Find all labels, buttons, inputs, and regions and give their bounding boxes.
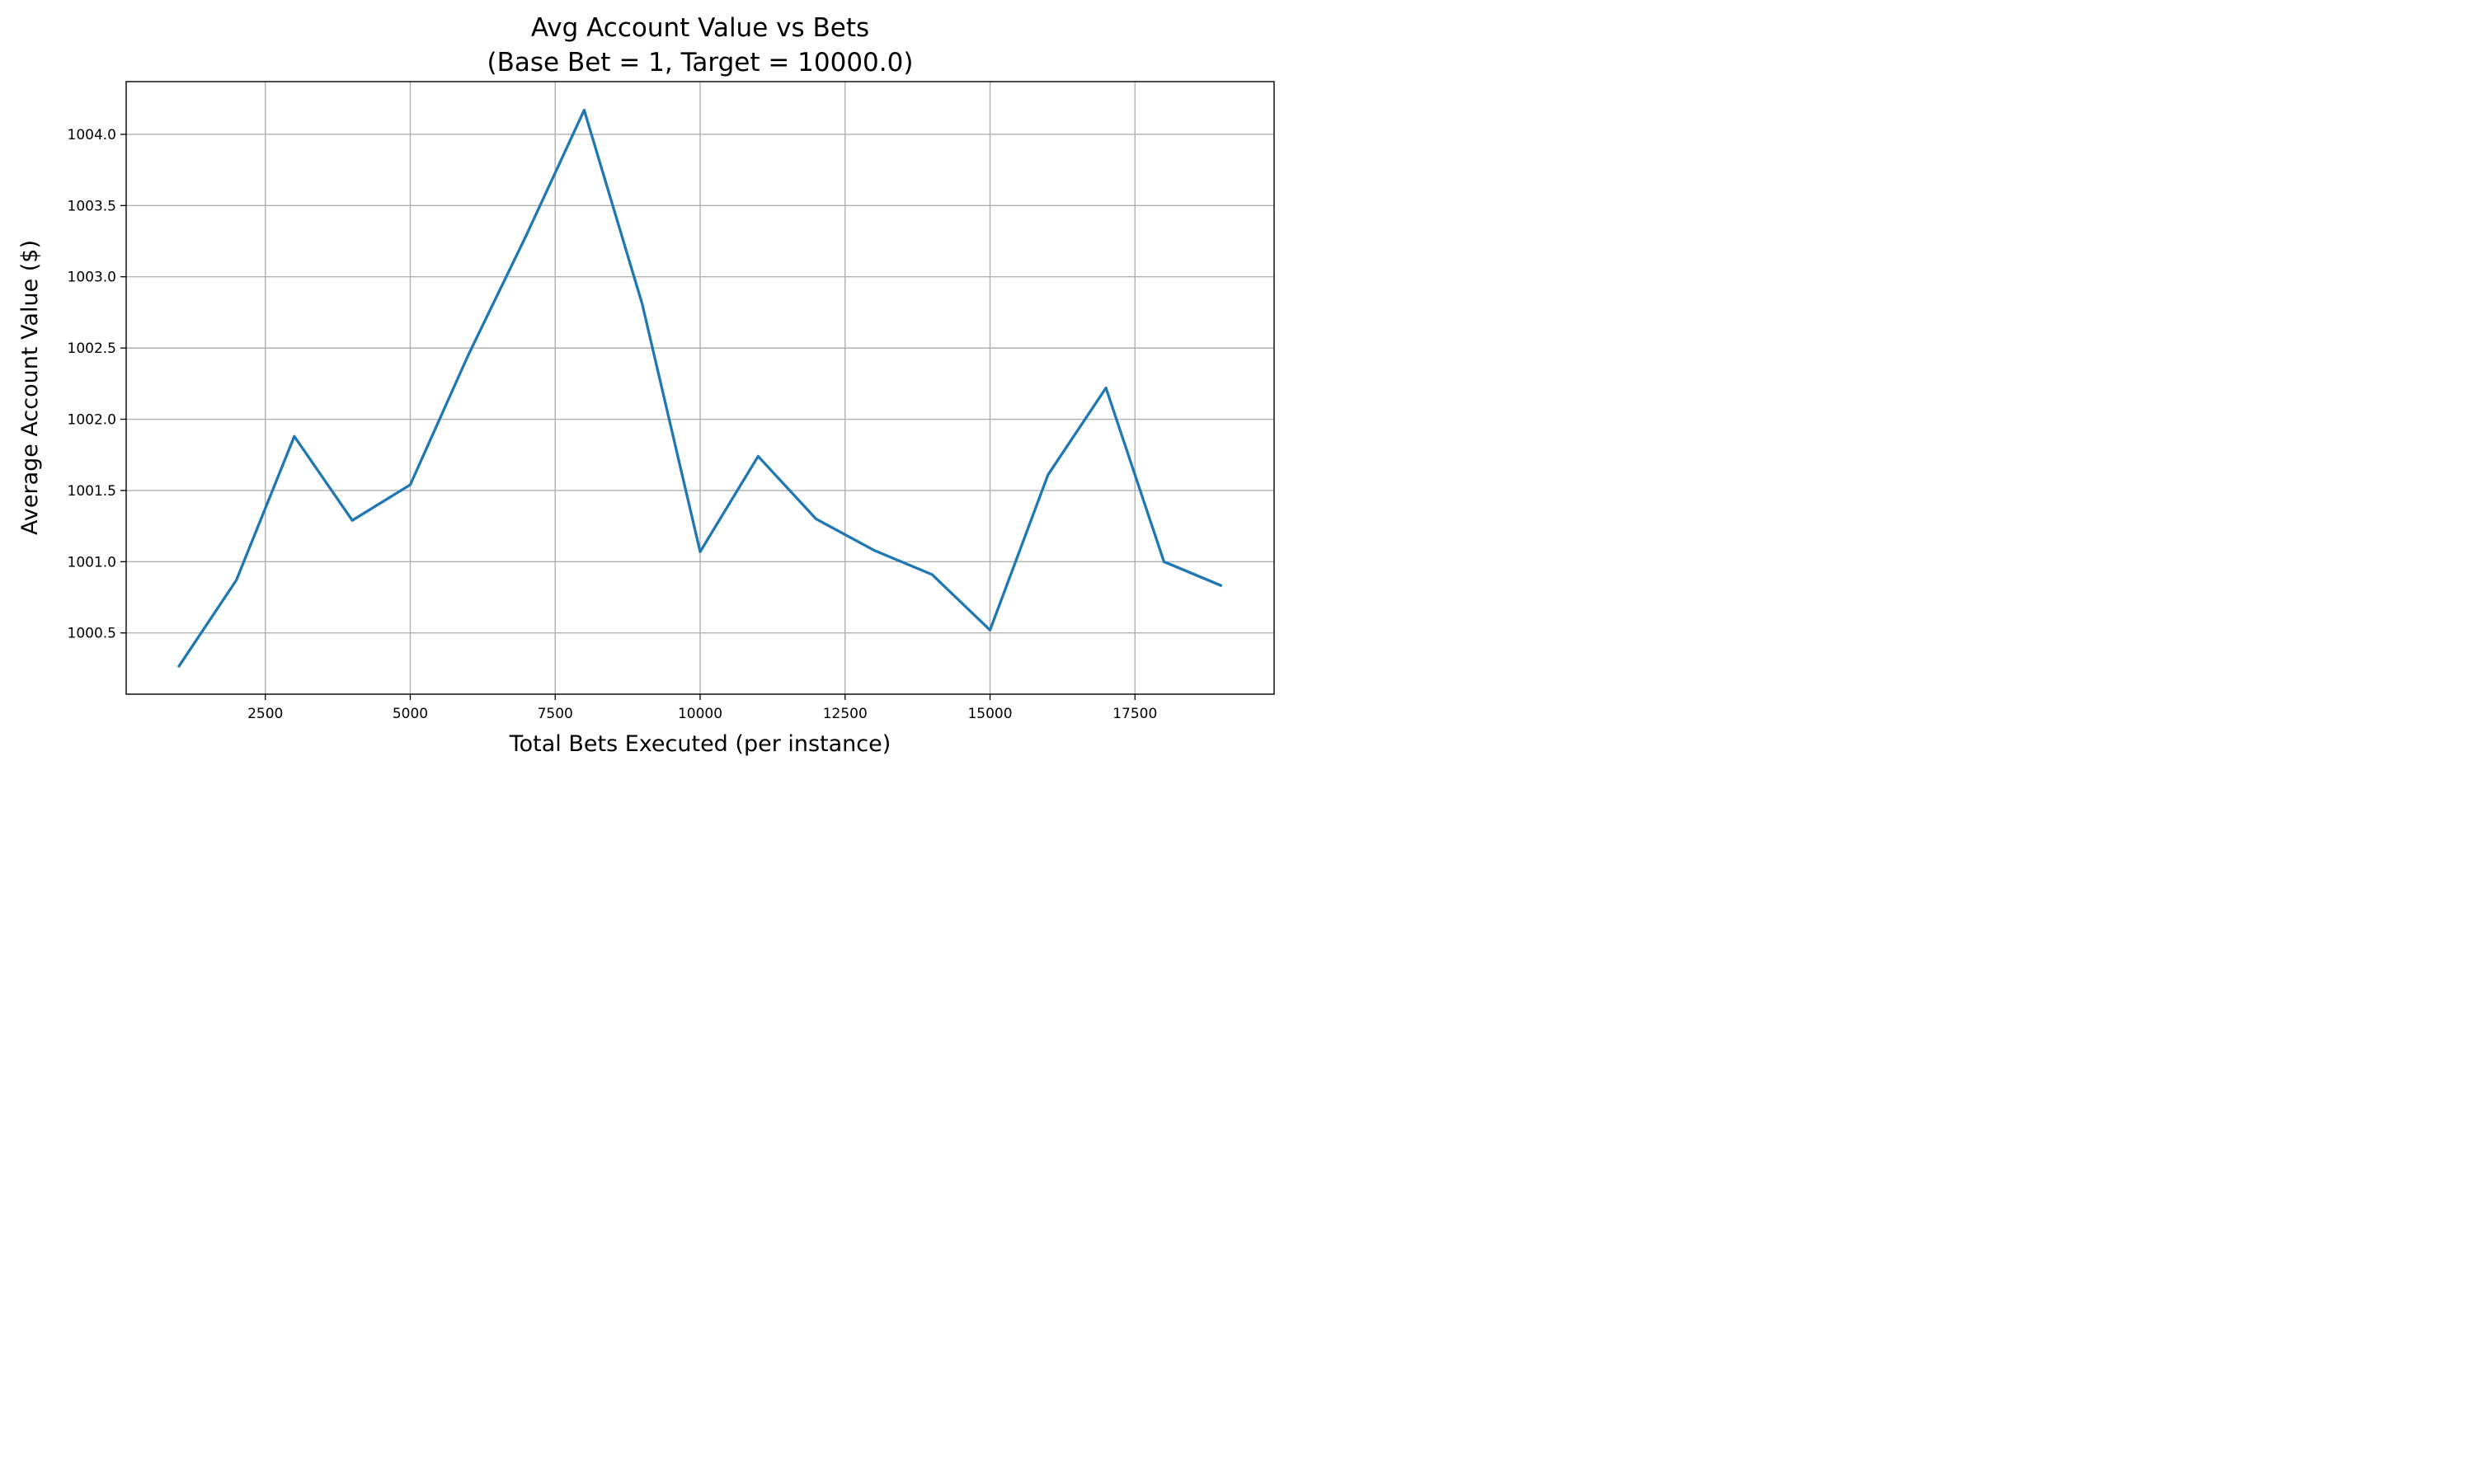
line-chart: Avg Account Value vs Bets (Base Bet = 1,… xyxy=(17,13,1275,757)
x-tick-label: 2500 xyxy=(247,706,283,722)
grid-layer xyxy=(126,82,1274,694)
x-tick-label: 5000 xyxy=(393,706,428,722)
x-tick-label: 10000 xyxy=(678,706,722,722)
y-tick-label: 1000.5 xyxy=(68,626,116,642)
tick-layer: 2500 5000 7500 10000 12500 15000 17500 1000.5 10… xyxy=(68,127,1158,722)
y-tick-label: 1003.0 xyxy=(68,270,116,286)
y-axis-title: Average Account Value ($) xyxy=(17,240,43,535)
x-tick-label: 12500 xyxy=(823,706,868,722)
x-tick-label: 15000 xyxy=(967,706,1012,722)
y-tick-label: 1001.0 xyxy=(68,554,116,571)
x-axis-title: Total Bets Executed (per instance) xyxy=(509,731,891,757)
x-tick-label: 7500 xyxy=(538,706,573,722)
chart-subtitle: (Base Bet = 1, Target = 10000.0) xyxy=(487,48,914,77)
chart-title: Avg Account Value vs Bets xyxy=(531,13,869,43)
chart-root: Avg Account Value vs Bets (Base Bet = 1,… xyxy=(0,0,1293,767)
series-layer xyxy=(176,108,1223,669)
y-tick-label: 1003.5 xyxy=(68,198,116,214)
y-tick-label: 1002.0 xyxy=(68,412,116,429)
x-tick-label: 17500 xyxy=(1112,706,1157,722)
y-tick-label: 1002.5 xyxy=(68,340,116,357)
y-tick-label: 1001.5 xyxy=(68,483,116,500)
y-tick-label: 1004.0 xyxy=(68,127,116,143)
